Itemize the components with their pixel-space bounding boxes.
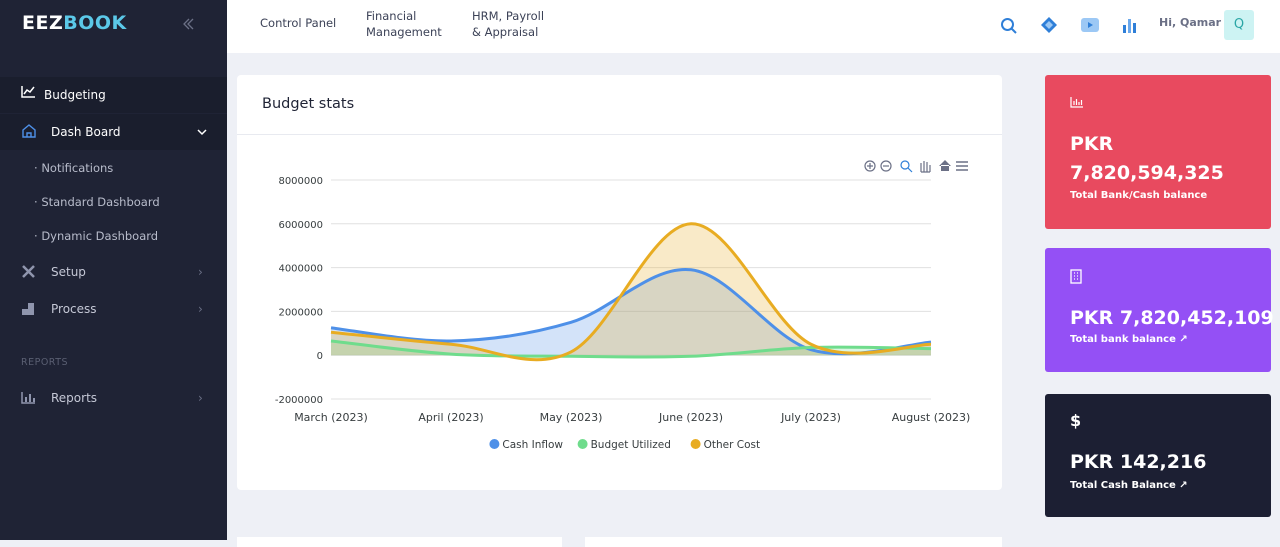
divider: [237, 134, 1002, 135]
zoom-in[interactable]: [864, 160, 876, 172]
menu-item[interactable]: Reports: [51, 391, 98, 405]
chart-card: Budget stats: [237, 75, 1002, 490]
submenu-item[interactable]: · Dynamic Dashboard: [34, 229, 159, 243]
zoom-out[interactable]: [880, 160, 892, 172]
chart: -2000000 0 2000000 4000000 6000000 8000000 Mar…: [275, 160, 971, 451]
menu-item[interactable]: Process: [51, 302, 97, 316]
app-icon[interactable]: [1040, 16, 1058, 34]
y-tick-label: 2000000: [278, 307, 323, 318]
legend-item[interactable]: Cash Inflow: [489, 439, 563, 451]
stats-icon[interactable]: [1121, 16, 1139, 34]
line: [330, 222, 932, 362]
card-edge: [237, 537, 562, 547]
icon: [1070, 97, 1083, 108]
area: [331, 223, 931, 360]
toolbar: [864, 160, 968, 173]
collapse-button[interactable]: [180, 16, 196, 32]
stat-amount: PKR 7,820,594,325: [1070, 133, 1224, 184]
submenu-text: Standard Dashboard: [41, 195, 160, 209]
legend-marker: [577, 439, 588, 449]
chevron: ›: [198, 302, 203, 316]
card-edge: [585, 537, 1002, 547]
y-tick-label: 6000000: [278, 220, 323, 231]
legend-item[interactable]: Budget Utilized: [577, 439, 671, 451]
menu[interactable]: [956, 161, 968, 171]
stat-card: PKR 7,820,594,325 Total Bank/Cash balanc…: [1045, 75, 1271, 229]
search-icon[interactable]: [1000, 17, 1018, 35]
nav-link[interactable]: HRM, Payroll & Appraisal: [472, 9, 545, 39]
x-tick-label: March (2023): [294, 411, 368, 424]
sidebar: EEZBOOK Budgeting Dash Board · Notificat…: [0, 0, 227, 540]
logo[interactable]: EEZBOOK: [22, 12, 127, 34]
legend-marker: [690, 439, 701, 449]
stat-label-text: Total bank balance: [1070, 334, 1176, 345]
icon: [21, 392, 35, 404]
stat-label: Total Bank/Cash balance: [1070, 190, 1208, 201]
submenu-item[interactable]: · Notifications: [34, 161, 114, 175]
menu-item[interactable]: Budgeting: [44, 88, 106, 102]
legend-marker: [489, 439, 500, 449]
nav-link[interactable]: Financial Management: [366, 9, 442, 39]
y-tick-label: 4000000: [278, 264, 323, 275]
card-title: Budget stats: [262, 96, 355, 112]
icon: [21, 86, 35, 98]
icon: [22, 265, 35, 278]
icon: [22, 303, 34, 315]
topbar: Control Panel Financial Management HRM, …: [227, 0, 1280, 53]
legend-label: Cash Inflow: [502, 439, 563, 451]
chevron: ›: [198, 391, 203, 405]
chevron: [197, 129, 207, 136]
legend-label: Budget Utilized: [591, 439, 671, 451]
chevron: ›: [198, 265, 203, 279]
menu-row[interactable]: [0, 114, 227, 150]
stat-amount: PKR 7,820,452,109: [1070, 307, 1274, 329]
stat-label[interactable]: Total bank balance ↗: [1070, 334, 1188, 345]
nav-link[interactable]: Control Panel: [260, 16, 337, 30]
stat-label-text: Total Cash Balance: [1070, 480, 1176, 491]
x-tick-label: August (2023): [892, 411, 971, 424]
video-icon[interactable]: [1080, 16, 1100, 34]
x-tick-label: July (2023): [780, 411, 841, 424]
pan[interactable]: [920, 161, 931, 173]
stat-card: PKR 7,820,452,109 Total bank balance ↗: [1045, 248, 1274, 372]
line: [330, 339, 932, 359]
icon: $: [1070, 411, 1082, 430]
menu-item[interactable]: Setup: [51, 265, 86, 279]
area: [331, 340, 931, 358]
zoom[interactable]: [900, 160, 913, 173]
menu-row[interactable]: [0, 77, 227, 113]
icon: [22, 124, 36, 138]
icon: [1070, 269, 1082, 284]
y-tick-label: 8000000: [278, 176, 323, 187]
submenu-item[interactable]: · Standard Dashboard: [34, 195, 160, 209]
logo-text: EEZ: [22, 12, 64, 34]
logo-text: BOOK: [63, 12, 127, 34]
y-tick-label: 0: [317, 351, 323, 362]
x-tick-label: May (2023): [540, 411, 603, 424]
stat-card: $ PKR 142,216 Total Cash Balance ↗: [1045, 394, 1271, 517]
line: [330, 268, 932, 356]
stat-amount: PKR 142,216: [1070, 451, 1207, 473]
reset[interactable]: [939, 160, 951, 171]
avatar[interactable]: Q: [1224, 10, 1254, 40]
section-label: REPORTS: [21, 357, 69, 368]
submenu-text: Dynamic Dashboard: [41, 229, 159, 243]
submenu-text: Notifications: [41, 161, 114, 175]
legend-label: Other Cost: [704, 439, 761, 451]
stat-label[interactable]: Total Cash Balance ↗: [1070, 480, 1188, 491]
x-tick-label: June (2023): [658, 411, 723, 424]
x-tick-label: April (2023): [418, 411, 483, 424]
legend-item[interactable]: Other Cost: [690, 439, 761, 451]
menu-item[interactable]: Dash Board: [51, 125, 121, 139]
y-tick-label: -2000000: [275, 395, 323, 406]
greeting: Hi, Qamar: [1159, 16, 1222, 29]
